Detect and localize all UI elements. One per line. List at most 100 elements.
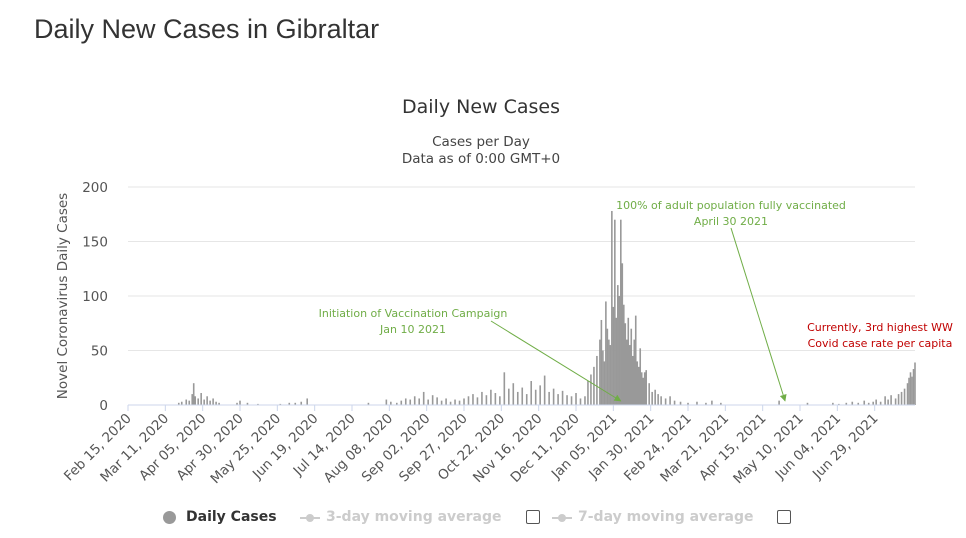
bar: [521, 387, 524, 405]
bar: [657, 394, 659, 405]
bar: [720, 402, 722, 405]
bars: [177, 210, 916, 405]
bar: [857, 402, 860, 405]
bar: [608, 339, 610, 405]
bar: [872, 401, 874, 405]
bar: [603, 361, 606, 405]
gridlines: [128, 186, 915, 351]
bar: [236, 402, 238, 405]
bar: [570, 396, 573, 405]
bar: [579, 398, 582, 405]
y-tick-label: 0: [99, 398, 108, 414]
bar: [778, 400, 780, 405]
bar: [890, 395, 892, 405]
bar: [627, 317, 630, 405]
annotation-text-vaccination-campaign: Initiation of Vaccination Campaign: [319, 307, 508, 320]
bar: [651, 391, 653, 405]
bar: [422, 391, 425, 405]
bar: [300, 401, 303, 405]
bar: [806, 402, 809, 405]
bar: [687, 402, 689, 405]
bar: [539, 385, 541, 405]
bar: [390, 401, 392, 405]
bar: [660, 396, 662, 405]
bar: [894, 398, 897, 405]
y-tick-label: 100: [82, 289, 108, 305]
bar: [639, 348, 642, 405]
bar: [257, 403, 259, 405]
legend-item-daily-cases[interactable]: Daily Cases: [163, 505, 277, 529]
checkbox-7-day-average[interactable]: [777, 510, 791, 524]
bar: [623, 304, 625, 405]
bar: [476, 397, 479, 405]
bar: [367, 402, 370, 405]
bar: [630, 328, 633, 405]
bar: [832, 402, 834, 405]
bar: [884, 396, 886, 405]
bar: [472, 394, 474, 405]
bar: [679, 401, 682, 405]
annotation-text-fully-vaccinated: April 30 2021: [694, 215, 768, 228]
legend-label-7-day-average: 7-day moving average: [578, 509, 754, 525]
bar: [557, 394, 559, 405]
bar: [867, 402, 870, 405]
y-tick-label: 200: [82, 180, 108, 196]
bar: [664, 398, 667, 405]
bar: [203, 399, 205, 405]
bar: [611, 210, 613, 405]
bar: [590, 374, 592, 405]
bar: [648, 383, 650, 405]
bar: [534, 389, 537, 405]
bar: [631, 355, 634, 405]
bar: [636, 361, 639, 405]
bar: [188, 400, 191, 405]
bar: [600, 319, 603, 405]
y-axis-label: Novel Coronavirus Daily Cases: [55, 193, 71, 399]
bar: [445, 398, 447, 405]
bar: [543, 375, 546, 405]
legend-line-marker-icon: [300, 511, 320, 524]
daily-cases-chart: Daily New Cases Cases per Day Data as of…: [55, 96, 953, 487]
bar: [640, 372, 643, 405]
bar: [875, 399, 877, 405]
bar: [218, 402, 220, 405]
legend-item-3-day-average[interactable]: 3-day moving average: [300, 505, 502, 529]
y-tick-label: 50: [91, 344, 108, 360]
legend-item-7-day-average[interactable]: 7-day moving average: [552, 505, 754, 529]
annotation-arrow-fully-vaccinated: [730, 227, 787, 402]
bar: [239, 400, 241, 405]
bar: [605, 301, 607, 405]
legend-dot-icon: [163, 510, 176, 524]
y-axis-ticks: 0 50 100 150 200: [82, 180, 108, 414]
bar: [624, 323, 627, 405]
bar: [209, 400, 211, 405]
bar: [599, 339, 601, 405]
bar: [191, 394, 194, 405]
bar: [194, 396, 196, 405]
bar: [512, 383, 515, 405]
bar: [458, 400, 461, 405]
bar: [669, 396, 671, 405]
bar: [467, 396, 470, 405]
bar: [490, 389, 492, 405]
chart-legend: Daily Cases 3-day moving average 7-day m…: [0, 505, 966, 529]
bar: [566, 395, 568, 405]
bar: [409, 399, 412, 405]
bar: [449, 401, 452, 405]
bar: [192, 383, 195, 405]
bar: [180, 401, 183, 405]
bar: [279, 403, 282, 405]
page-heading: Daily New Cases in Gibraltar: [34, 14, 380, 44]
bar: [602, 350, 604, 405]
checkbox-3-day-average[interactable]: [526, 510, 540, 524]
bar: [463, 398, 465, 405]
bar: [197, 398, 199, 405]
bar: [903, 388, 906, 405]
bar: [887, 399, 889, 405]
bar: [845, 402, 848, 405]
bar: [485, 395, 488, 405]
bar: [633, 339, 636, 405]
bar: [618, 296, 621, 405]
bar: [711, 400, 713, 405]
